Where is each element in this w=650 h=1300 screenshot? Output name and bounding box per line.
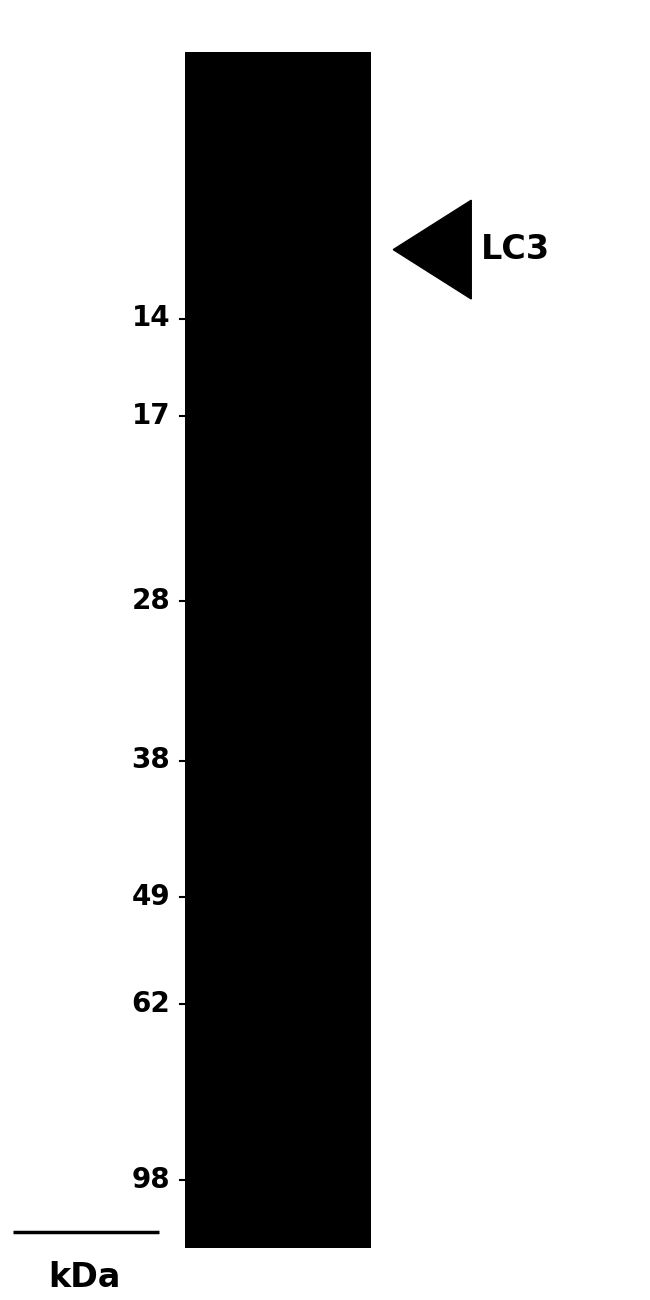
- Text: kDa: kDa: [48, 1261, 121, 1294]
- Text: 38: 38: [131, 746, 170, 775]
- Polygon shape: [393, 200, 471, 299]
- Text: 28: 28: [131, 586, 170, 615]
- Text: 49: 49: [132, 883, 170, 911]
- Text: 17: 17: [132, 402, 170, 430]
- Text: 98: 98: [132, 1166, 170, 1195]
- Text: 62: 62: [131, 989, 170, 1018]
- Text: 14: 14: [132, 304, 170, 333]
- Text: LC3: LC3: [481, 233, 550, 266]
